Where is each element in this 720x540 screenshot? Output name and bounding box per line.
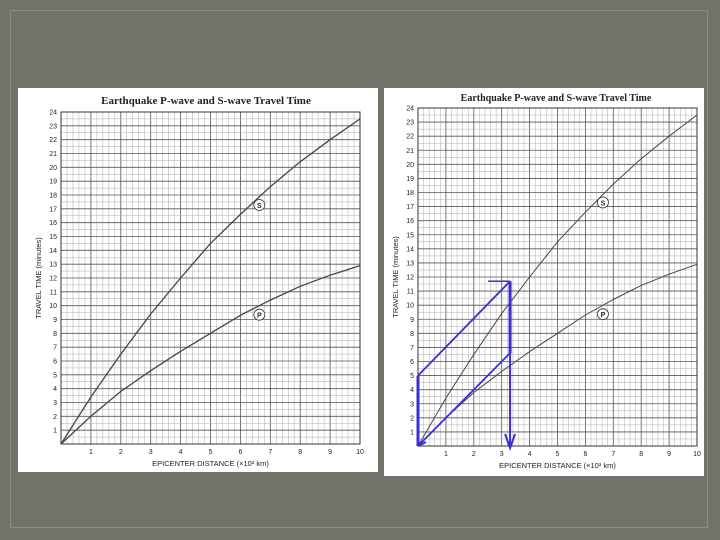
y-tick-label: 16 <box>49 220 57 227</box>
y-tick-label: 21 <box>49 151 57 158</box>
x-tick-label: 9 <box>328 449 332 456</box>
x-tick-label: 10 <box>356 449 364 456</box>
y-tick-label: 7 <box>53 345 57 352</box>
transfer-line-bottom <box>417 352 511 447</box>
travel-time-chart-left: Earthquake P-wave and S-wave Travel Time… <box>18 88 378 472</box>
y-tick-label: 24 <box>406 106 414 113</box>
y-tick-label: 11 <box>407 289 414 296</box>
chart-left-svg: Earthquake P-wave and S-wave Travel Time… <box>34 95 364 468</box>
slide-frame <box>10 10 708 528</box>
drop-arrow-head <box>504 433 517 451</box>
x-tick-label: 6 <box>583 451 587 458</box>
x-tick-label: 7 <box>611 451 615 458</box>
x-tick-label: 8 <box>639 451 643 458</box>
y-tick-label: 1 <box>53 428 57 435</box>
x-tick-label: 1 <box>444 451 448 458</box>
y-tick-label: 23 <box>49 123 57 130</box>
chart-title: Earthquake P-wave and S-wave Travel Time <box>101 95 311 107</box>
x-axis-label: EPICENTER DISTANCE (×10³ km) <box>499 461 616 470</box>
x-tick-label: 1 <box>89 449 93 456</box>
x-axis-label: EPICENTER DISTANCE (×10³ km) <box>152 459 269 468</box>
x-tick-label: 8 <box>298 449 302 456</box>
y-tick-label: 19 <box>49 179 57 186</box>
transfer-line-top <box>417 280 511 377</box>
x-tick-label: 7 <box>268 449 272 456</box>
y-tick-label: 12 <box>406 275 414 282</box>
y-tick-label: 14 <box>49 248 57 255</box>
y-tick-label: 8 <box>410 331 414 338</box>
curve-label-p: P <box>257 313 262 320</box>
y-axis-label: TRAVEL TIME (minutes) <box>34 237 43 319</box>
curve-label-p: P <box>601 312 606 319</box>
y-tick-label: 6 <box>53 359 57 366</box>
y-tick-label: 5 <box>53 372 57 379</box>
x-tick-label: 10 <box>693 451 701 458</box>
origin-marker <box>417 441 427 447</box>
x-tick-label: 5 <box>209 449 213 456</box>
x-tick-label: 4 <box>528 451 532 458</box>
curve-label-circle-s <box>597 196 609 209</box>
y-tick-label: 15 <box>49 234 57 241</box>
y-tick-label: 21 <box>406 148 414 155</box>
y-tick-label: 4 <box>53 386 57 393</box>
y-tick-label: 23 <box>406 120 414 127</box>
y-tick-label: 18 <box>49 193 57 200</box>
chart-title: Earthquake P-wave and S-wave Travel Time <box>461 93 652 104</box>
curve-label-circle-p <box>253 308 266 321</box>
y-tick-label: 10 <box>49 303 57 310</box>
curve-label-circle-s <box>253 199 266 211</box>
y-tick-label: 11 <box>50 289 57 296</box>
y-tick-label: 20 <box>49 165 57 172</box>
curve-label-s: S <box>601 201 606 208</box>
y-tick-label: 5 <box>410 373 414 380</box>
y-tick-label: 6 <box>410 359 414 366</box>
y-tick-label: 22 <box>406 134 414 141</box>
y-tick-label: 24 <box>49 110 57 117</box>
plot-frame <box>60 111 361 445</box>
y-tick-label: 20 <box>406 162 414 169</box>
y-tick-label: 18 <box>406 190 414 197</box>
y-tick-label: 17 <box>406 204 414 211</box>
y-tick-label: 2 <box>410 415 414 422</box>
y-tick-label: 2 <box>53 414 57 421</box>
travel-time-chart-right: Earthquake P-wave and S-wave Travel Time… <box>384 88 704 476</box>
y-tick-label: 9 <box>53 317 57 324</box>
y-tick-label: 19 <box>406 176 414 183</box>
y-tick-label: 22 <box>49 137 57 144</box>
y-tick-label: 14 <box>406 246 414 253</box>
x-tick-label: 2 <box>472 451 476 458</box>
series-line-p <box>60 264 361 445</box>
curve-label-s: S <box>257 203 262 210</box>
y-tick-label: 1 <box>410 429 414 436</box>
x-tick-label: 4 <box>179 449 183 456</box>
x-tick-label: 2 <box>119 449 123 456</box>
y-tick-label: 13 <box>49 262 57 269</box>
y-tick-label: 12 <box>49 276 57 283</box>
chart-right-svg: Earthquake P-wave and S-wave Travel Time… <box>391 93 701 470</box>
y-tick-label: 10 <box>406 303 414 310</box>
y-tick-label: 3 <box>53 400 57 407</box>
y-tick-label: 9 <box>410 317 414 324</box>
x-tick-label: 5 <box>556 451 560 458</box>
y-tick-label: 7 <box>410 345 414 352</box>
series-line-p <box>417 263 698 447</box>
series-line-s <box>417 114 698 447</box>
curve-label-circle-p <box>597 308 609 321</box>
y-tick-label: 8 <box>53 331 57 338</box>
plot-frame <box>417 107 698 447</box>
series-line-s <box>60 118 361 445</box>
y-tick-label: 15 <box>406 232 414 239</box>
y-tick-label: 3 <box>410 401 414 408</box>
x-tick-label: 3 <box>500 451 504 458</box>
y-tick-label: 17 <box>49 206 57 213</box>
y-tick-label: 16 <box>406 218 414 225</box>
x-tick-label: 9 <box>667 451 671 458</box>
y-tick-label: 4 <box>410 387 414 394</box>
y-tick-label: 13 <box>406 260 414 267</box>
y-axis-label: TRAVEL TIME (minutes) <box>391 236 400 318</box>
x-tick-label: 3 <box>149 449 153 456</box>
x-tick-label: 6 <box>238 449 242 456</box>
